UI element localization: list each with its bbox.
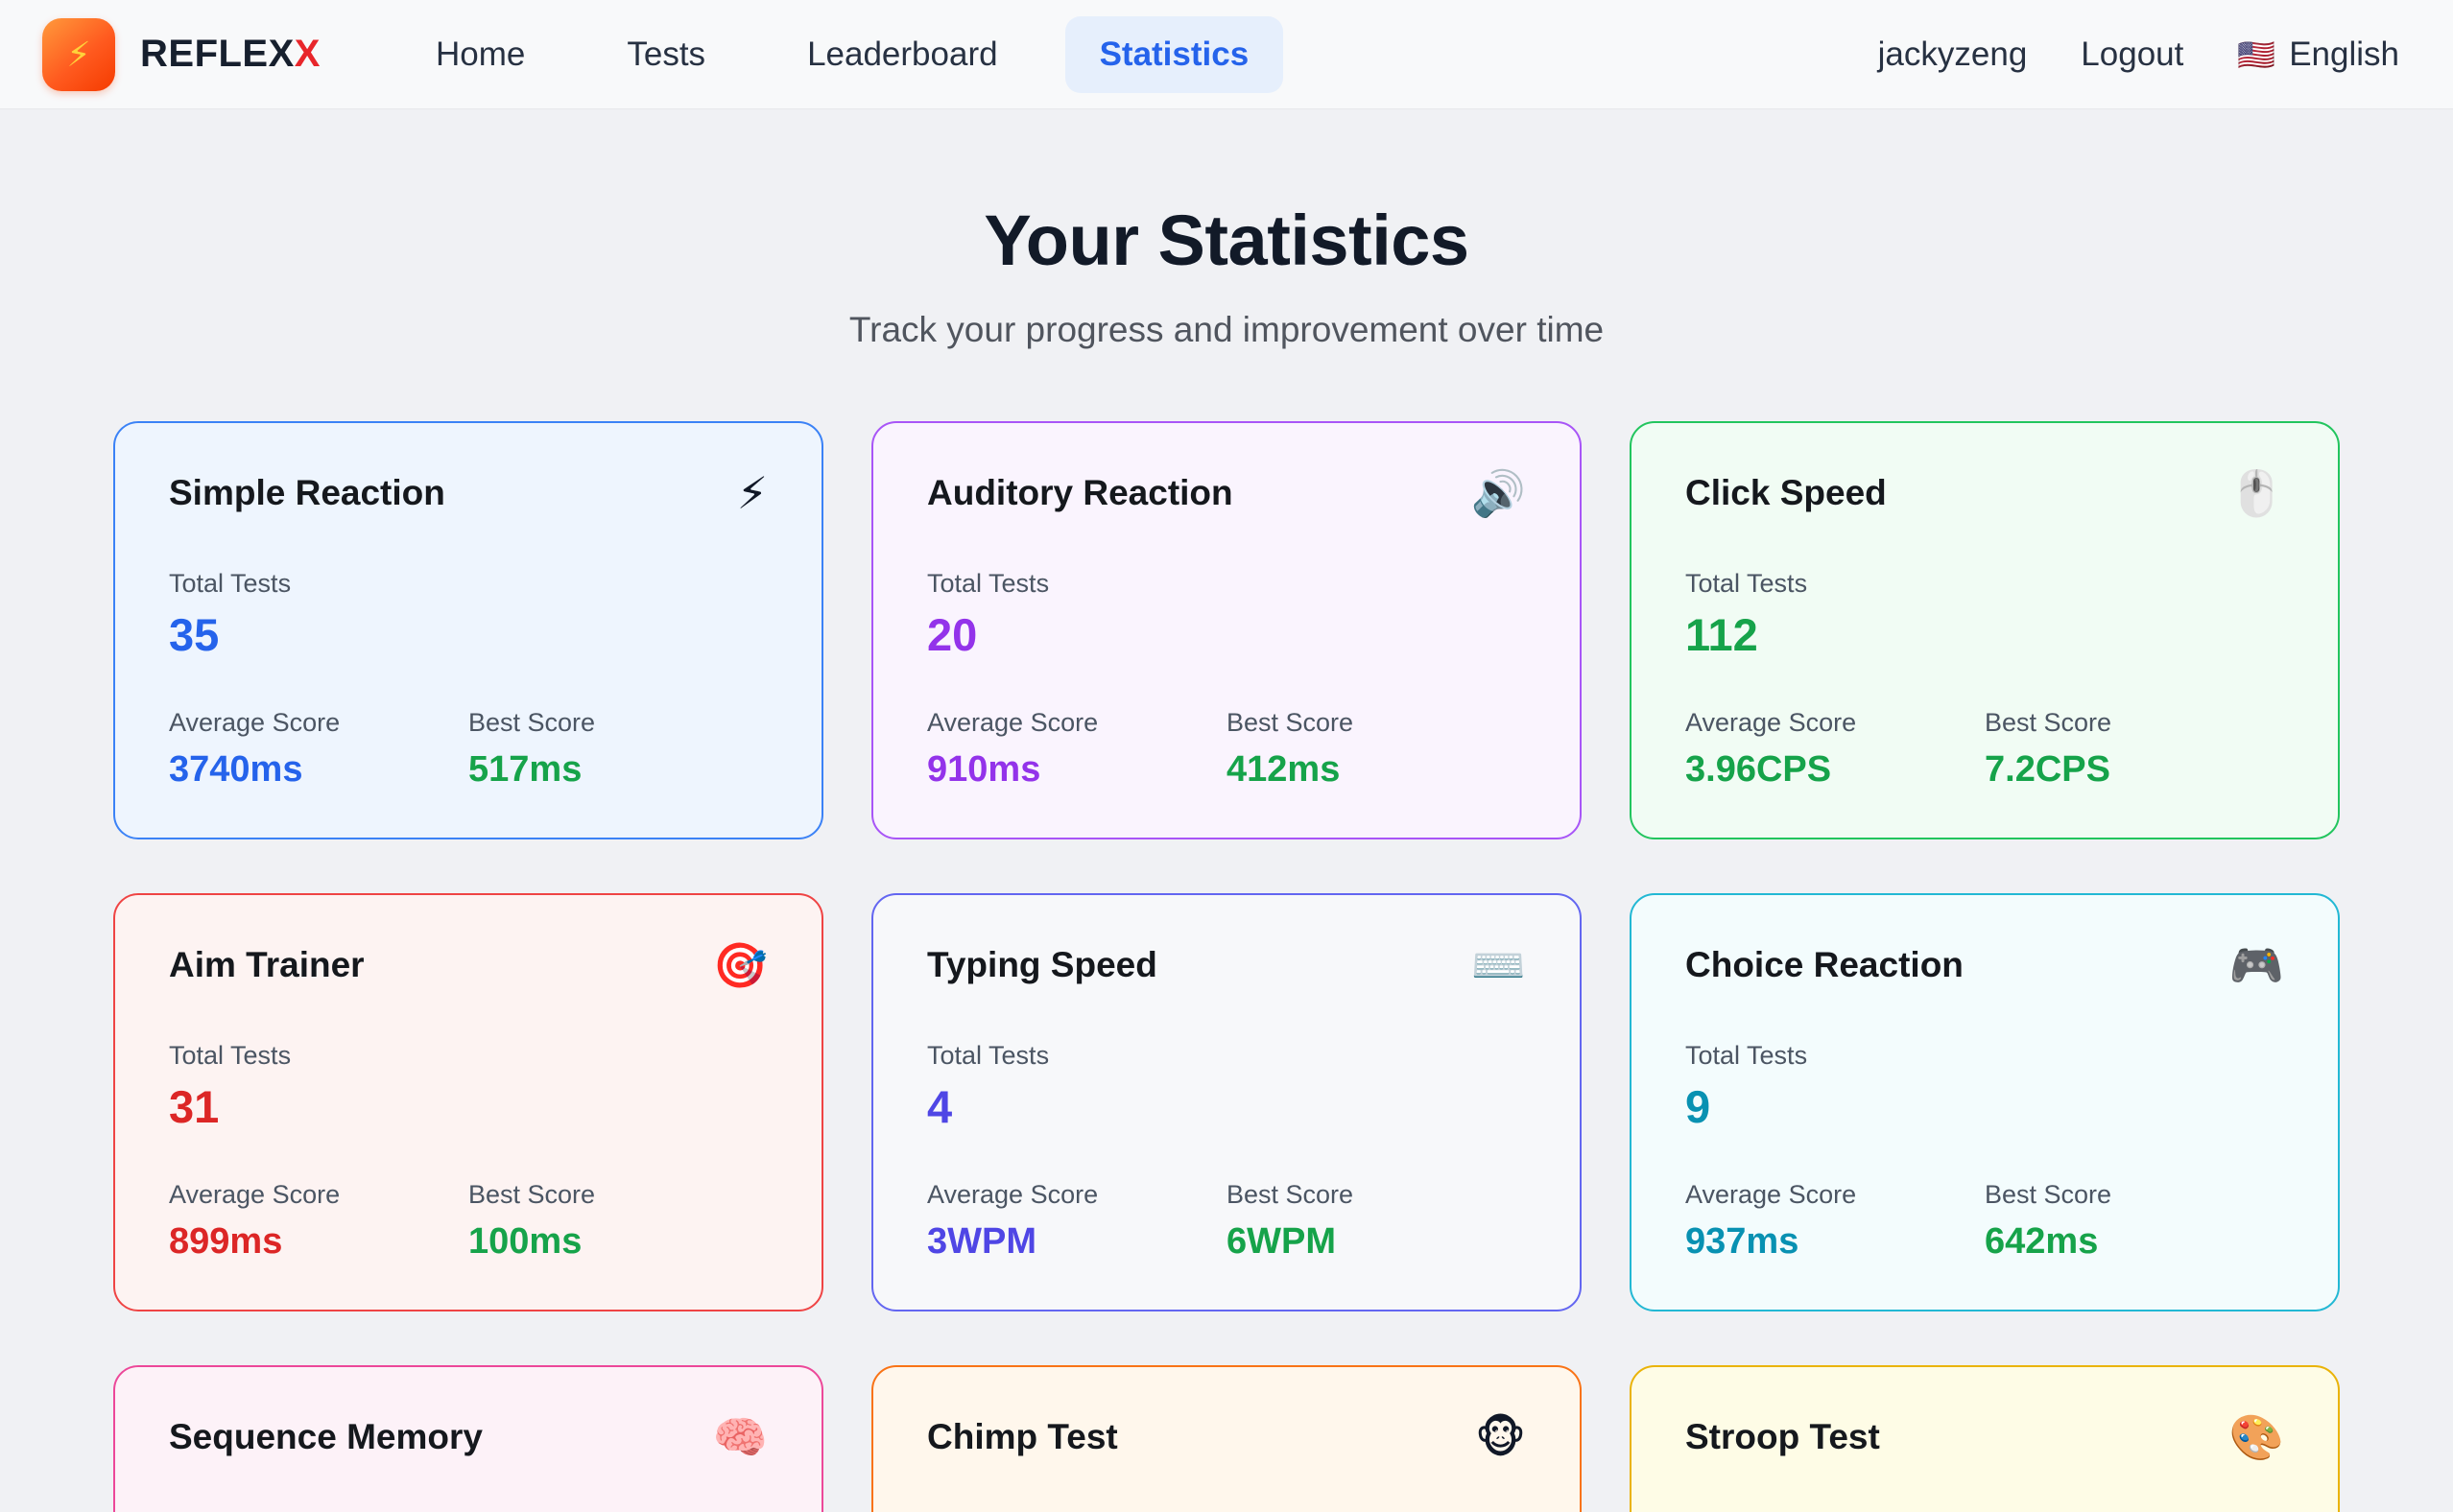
stat-card-aim-trainer: Aim Trainer 🎯 Total Tests 31 Average Sco… bbox=[113, 893, 823, 1311]
total-tests-label: Total Tests bbox=[1685, 569, 1808, 598]
best-score-value: 412ms bbox=[1226, 748, 1341, 790]
navbar-right: jackyzeng Logout 🇺🇸 English bbox=[1878, 35, 2399, 74]
total-tests-value: 20 bbox=[927, 609, 978, 660]
target-icon: 🎯 bbox=[712, 940, 768, 990]
card-title: Simple Reaction bbox=[169, 473, 445, 512]
best-score-label: Best Score bbox=[468, 1179, 596, 1209]
stat-card-sequence-memory: Sequence Memory 🧠 bbox=[113, 1365, 823, 1512]
best-score-value: 7.2CPS bbox=[1985, 748, 2110, 790]
brand-name[interactable]: REFLEXX bbox=[140, 33, 321, 76]
nav-item-home[interactable]: Home bbox=[435, 35, 526, 73]
stat-card-stroop-test: Stroop Test 🎨 bbox=[1630, 1365, 2340, 1512]
stat-card-click-speed: Click Speed 🖱️ Total Tests 112 Average S… bbox=[1630, 421, 2340, 839]
gamepad-icon: 🎮 bbox=[2228, 940, 2284, 990]
average-score-label: Average Score bbox=[1685, 707, 1857, 737]
best-score-label: Best Score bbox=[468, 707, 596, 737]
best-score-value: 6WPM bbox=[1226, 1220, 1336, 1262]
total-tests-label: Total Tests bbox=[927, 569, 1050, 598]
average-score-value: 910ms bbox=[927, 748, 1041, 790]
navbar-left: ⚡ REFLEXX Home Tests Leaderboard Statist… bbox=[42, 15, 1284, 93]
card-title: Chimp Test bbox=[927, 1417, 1118, 1456]
nav-item-tests[interactable]: Tests bbox=[627, 35, 706, 73]
best-score-label: Best Score bbox=[1226, 1179, 1354, 1209]
mouse-icon: 🖱️ bbox=[2228, 468, 2284, 518]
navbar: ⚡ REFLEXX Home Tests Leaderboard Statist… bbox=[0, 0, 2453, 109]
nav-item-leaderboard[interactable]: Leaderboard bbox=[807, 35, 998, 73]
best-score-label: Best Score bbox=[1985, 1179, 2112, 1209]
username[interactable]: jackyzeng bbox=[1877, 35, 2028, 73]
stat-card-typing-speed: Typing Speed ⌨️ Total Tests 4 Average Sc… bbox=[871, 893, 1582, 1311]
page-head: Your Statistics Track your progress and … bbox=[0, 200, 2453, 350]
card-title: Stroop Test bbox=[1685, 1417, 1880, 1456]
palette-icon: 🎨 bbox=[2228, 1412, 2284, 1462]
total-tests-value: 112 bbox=[1685, 609, 1758, 660]
best-score-label: Best Score bbox=[1226, 707, 1354, 737]
brain-icon: 🧠 bbox=[712, 1412, 768, 1462]
best-score-value: 517ms bbox=[468, 748, 583, 790]
card-title: Click Speed bbox=[1685, 473, 1887, 512]
speaker-icon: 🔊 bbox=[1470, 468, 1526, 518]
card-title: Sequence Memory bbox=[169, 1417, 483, 1456]
best-score-value: 642ms bbox=[1985, 1220, 2099, 1262]
total-tests-label: Total Tests bbox=[1685, 1041, 1808, 1070]
average-score-label: Average Score bbox=[927, 707, 1099, 737]
total-tests-label: Total Tests bbox=[169, 569, 292, 598]
total-tests-value: 9 bbox=[1685, 1081, 1711, 1132]
nav-item-statistics[interactable]: Statistics bbox=[1064, 15, 1284, 93]
lightning-icon: ⚡ bbox=[66, 34, 91, 74]
keyboard-icon: ⌨️ bbox=[1470, 940, 1526, 990]
main-content: Your Statistics Track your progress and … bbox=[0, 200, 2453, 1512]
stat-card-choice-reaction: Choice Reaction 🎮 Total Tests 9 Average … bbox=[1630, 893, 2340, 1311]
total-tests-label: Total Tests bbox=[927, 1041, 1050, 1070]
page-title: Your Statistics bbox=[984, 201, 1469, 280]
language-selector[interactable]: 🇺🇸 English bbox=[2237, 35, 2399, 74]
card-title: Auditory Reaction bbox=[927, 473, 1233, 512]
card-title: Choice Reaction bbox=[1685, 945, 1964, 984]
lightning-icon: ⚡ bbox=[736, 468, 768, 518]
monkey-icon: 🐵 bbox=[1474, 1412, 1526, 1462]
brand-name-primary: REFLEX bbox=[140, 33, 295, 75]
total-tests-value: 35 bbox=[169, 609, 220, 660]
us-flag-icon: 🇺🇸 bbox=[2237, 36, 2276, 72]
average-score-label: Average Score bbox=[169, 707, 341, 737]
average-score-value: 899ms bbox=[169, 1220, 283, 1262]
stat-card-auditory-reaction: Auditory Reaction 🔊 Total Tests 20 Avera… bbox=[871, 421, 1582, 839]
brand-logo[interactable]: ⚡ bbox=[42, 17, 115, 91]
stat-card-simple-reaction: Simple Reaction ⚡ Total Tests 35 Average… bbox=[113, 421, 823, 839]
total-tests-value: 31 bbox=[169, 1081, 220, 1132]
total-tests-value: 4 bbox=[927, 1081, 953, 1132]
logout-link[interactable]: Logout bbox=[2081, 35, 2184, 73]
average-score-value: 937ms bbox=[1685, 1220, 1799, 1262]
average-score-label: Average Score bbox=[169, 1179, 341, 1209]
brand-name-accent: X bbox=[294, 33, 321, 75]
average-score-label: Average Score bbox=[1685, 1179, 1857, 1209]
average-score-label: Average Score bbox=[927, 1179, 1099, 1209]
average-score-value: 3.96CPS bbox=[1685, 748, 1832, 790]
language-label: English bbox=[2289, 35, 2399, 73]
card-title: Typing Speed bbox=[927, 945, 1157, 984]
total-tests-label: Total Tests bbox=[169, 1041, 292, 1070]
average-score-value: 3WPM bbox=[927, 1220, 1036, 1262]
stat-card-chimp-test: Chimp Test 🐵 bbox=[871, 1365, 1582, 1512]
best-score-value: 100ms bbox=[468, 1220, 583, 1262]
best-score-label: Best Score bbox=[1985, 707, 2112, 737]
page-subtitle: Track your progress and improvement over… bbox=[848, 310, 1605, 349]
average-score-value: 3740ms bbox=[169, 748, 303, 790]
stats-grid: Simple Reaction ⚡ Total Tests 35 Average… bbox=[113, 421, 2340, 1512]
primary-nav: Home Tests Leaderboard Statistics bbox=[401, 15, 1284, 93]
card-title: Aim Trainer bbox=[169, 945, 365, 984]
